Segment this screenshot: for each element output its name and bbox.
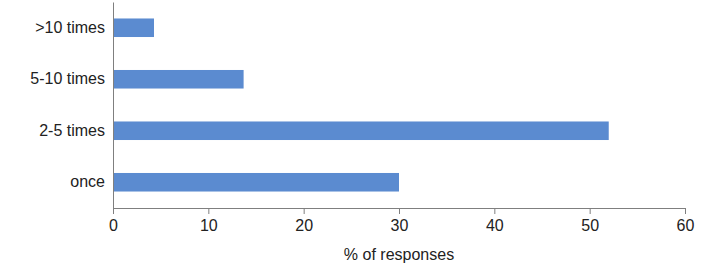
x-tick-mark — [304, 208, 305, 214]
x-tick-label: 0 — [109, 217, 118, 234]
x-tick-label: 60 — [677, 217, 695, 234]
y-tick-label: once — [70, 173, 105, 190]
y-axis: once 2-5 times 5-10 times >10 times — [30, 3, 113, 209]
x-tick-mark — [113, 208, 114, 214]
x-tick-mark — [685, 208, 686, 214]
x-tick-mark — [494, 208, 495, 214]
x-tick-label: 10 — [200, 217, 218, 234]
x-tick-mark — [208, 208, 209, 214]
x-axis-line — [114, 209, 686, 215]
bar — [113, 70, 244, 89]
x-tick: 60 — [677, 208, 695, 234]
y-tick: 2-5 times — [39, 122, 113, 139]
y-tick: once — [70, 173, 113, 190]
y-axis-line — [113, 3, 114, 209]
y-tick-label: 5-10 times — [30, 70, 105, 87]
x-tick-mark — [399, 208, 400, 214]
x-tick-mark — [590, 208, 591, 214]
y-tick-label: >10 times — [35, 19, 105, 36]
x-tick: 20 — [295, 208, 313, 234]
bar — [113, 173, 399, 192]
x-tick: 0 — [109, 208, 118, 234]
x-tick-label: 20 — [295, 217, 313, 234]
x-tick-label: 30 — [391, 217, 409, 234]
bars — [113, 18, 609, 191]
x-tick: 30 — [391, 208, 409, 234]
x-tick-label: 50 — [581, 217, 599, 234]
x-axis: 0 10 20 30 40 50 60 — [109, 208, 694, 234]
x-tick: 10 — [200, 208, 218, 234]
x-axis-title: % of responses — [344, 246, 454, 263]
x-tick: 50 — [581, 208, 599, 234]
chart: 0 10 20 30 40 50 60 once 2-5 times 5-10 times >10 … — [0, 0, 703, 270]
y-tick-label: 2-5 times — [39, 122, 105, 139]
x-tick: 40 — [486, 208, 504, 234]
x-tick-label: 40 — [486, 217, 504, 234]
plot: 0 10 20 30 40 50 60 once 2-5 times 5-10 times >10 … — [30, 3, 694, 235]
y-tick: 5-10 times — [30, 70, 113, 87]
bar — [113, 121, 609, 140]
y-tick: >10 times — [35, 19, 113, 36]
bar — [113, 18, 154, 37]
